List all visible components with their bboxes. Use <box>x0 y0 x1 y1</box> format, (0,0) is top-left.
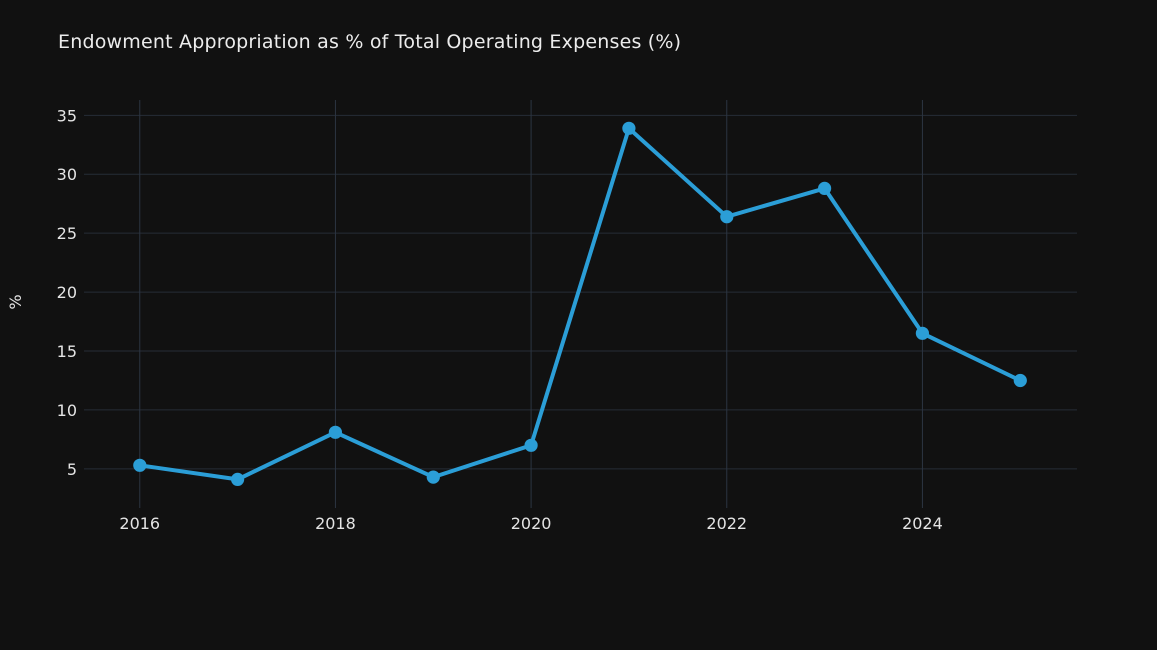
y-tick-label: 30 <box>57 165 77 184</box>
y-tick-label: 5 <box>67 460 77 479</box>
x-tick-label: 2022 <box>706 514 747 533</box>
y-tick-label: 15 <box>57 342 77 361</box>
data-point-marker <box>915 326 930 340</box>
x-tick-label: 2016 <box>119 514 160 533</box>
data-point-marker <box>524 438 538 452</box>
data-point-marker <box>328 425 342 439</box>
data-point-marker <box>133 458 147 472</box>
x-tick-label: 2018 <box>315 514 356 533</box>
data-point-marker <box>720 210 734 224</box>
data-point-marker <box>1013 373 1027 388</box>
data-point-marker <box>426 470 440 484</box>
chart-title: Endowment Appropriation as % of Total Op… <box>58 31 682 53</box>
y-tick-label: 35 <box>57 106 77 125</box>
data-point-marker <box>818 181 832 195</box>
data-point-marker <box>231 472 245 486</box>
data-point-marker <box>622 121 636 135</box>
y-tick-label: 20 <box>57 283 77 302</box>
data-line <box>137 126 1023 482</box>
x-tick-label: 2020 <box>511 514 552 533</box>
y-tick-label: 25 <box>57 224 77 243</box>
y-tick-label: 10 <box>57 401 77 420</box>
x-tick-label: 2024 <box>902 514 943 533</box>
